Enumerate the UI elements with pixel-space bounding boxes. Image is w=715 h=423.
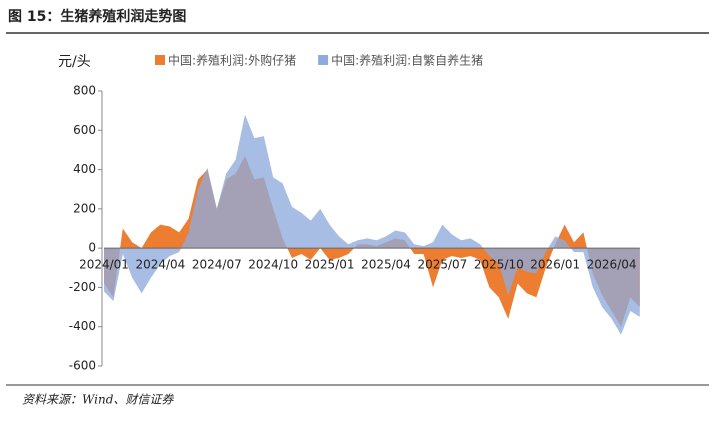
x-tick-label: 2026/01 <box>530 258 580 272</box>
y-tick-label: 0 <box>88 241 96 255</box>
x-tick-label: 2026/04 <box>587 258 637 272</box>
x-tick-label: 2024/01 <box>79 258 129 272</box>
y-tick-label: 200 <box>73 201 96 215</box>
y-tick-label: 800 <box>73 84 96 98</box>
y-tick-label: 400 <box>73 162 96 176</box>
x-tick-label: 2024/10 <box>248 258 298 272</box>
source: 资料来源：Wind、财信证券 <box>22 393 174 407</box>
x-tick-label: 2024/07 <box>192 258 242 272</box>
legend-swatch <box>318 55 329 65</box>
x-tick-label: 2025/04 <box>361 258 411 272</box>
x-tick-label: 2025/10 <box>474 258 524 272</box>
x-tick-label: 2024/04 <box>135 258 185 272</box>
x-tick-label: 2025/07 <box>417 258 467 272</box>
legend-label: 中国:养殖利润:自繁自养生猪 <box>331 53 483 68</box>
y-tick-label: -600 <box>69 359 96 373</box>
y-tick-label: 600 <box>73 123 96 137</box>
y-tick-label: -200 <box>69 280 96 294</box>
legend-swatch <box>155 55 165 65</box>
area <box>104 114 640 335</box>
legend-label: 中国:养殖利润:外购仔猪 <box>168 53 296 68</box>
y-tick-label: -400 <box>69 319 96 333</box>
chart-title: 图 15：生猪养殖利润走势图 <box>8 8 186 25</box>
x-tick-label: 2025/01 <box>305 258 355 272</box>
y-axis-label: 元/头 <box>58 54 91 70</box>
